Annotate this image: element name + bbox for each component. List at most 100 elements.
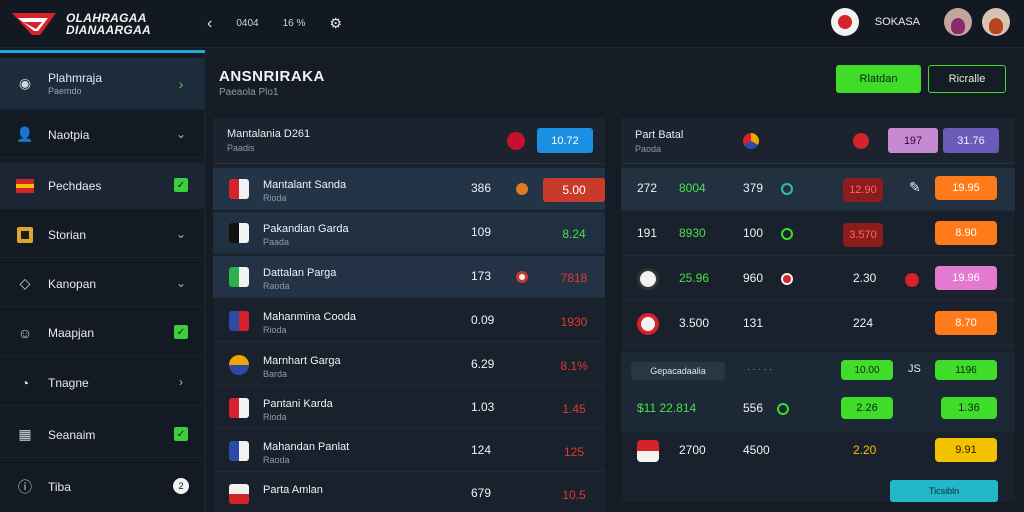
table-row[interactable]: Gepacadaalia · · · · · 10.00 JS 1196 [621, 352, 1015, 395]
table-row[interactable]: Mantalant Sanda Rioda 386 5.00 [213, 168, 605, 210]
team-crest-icon [229, 223, 249, 243]
diamond-icon: ◇ [19, 275, 31, 291]
odds-button[interactable]: 10.5 [562, 488, 586, 502]
table-row[interactable]: Pantani Karda Rioda 1.03 1.45 [213, 387, 605, 429]
back-icon[interactable]: ‹ [207, 14, 213, 32]
panel-title: Mantalania D261 [227, 128, 311, 140]
category-pill[interactable]: Gepacadaalia [631, 362, 725, 380]
avatar-secondary[interactable] [982, 8, 1010, 36]
primary-button[interactable]: Rlatdan [836, 65, 921, 93]
odds-button[interactable]: 8.1% [560, 359, 588, 373]
sidebar-item-label: Storian [48, 227, 87, 242]
panel-odds-badge[interactable]: 10.72 [537, 128, 593, 153]
table-row[interactable]: 191 8930 100 3.570 8.90 [621, 213, 1015, 256]
sidebar-item-naotpia[interactable]: 👤 Naotpia ⌄ [0, 112, 205, 158]
panel-header: Part Batal Paoda 197 31.76 [621, 118, 1015, 164]
logo[interactable]: OLAHRAGAA DIANAARGAA [0, 0, 205, 48]
avatar[interactable] [944, 8, 972, 36]
sidebar-item-tiba[interactable]: ⓘ Tiba 2 [0, 464, 205, 510]
table-row[interactable]: Dattalan Parga Raoda 173 7818 [213, 256, 605, 298]
top-bar: OLAHRAGAA DIANAARGAA ‹ 0404 16 % ⚙ SOKAS… [0, 0, 1024, 48]
team-crest-icon [229, 311, 249, 331]
table-row[interactable]: Parta Amlan 679 10.5 [213, 473, 605, 512]
sidebar-item-label: Plahmraja [48, 71, 103, 85]
table-row[interactable]: Pakandian Garda Paada 109 8.24 [213, 212, 605, 254]
table-row[interactable]: 25.96 960 2.30 19.96 [621, 258, 1015, 301]
sidebar-item-kanopan[interactable]: ◇ Kanopan ⌄ [0, 261, 205, 307]
cell-d[interactable]: 12.90 [843, 178, 883, 202]
edit-icon[interactable]: ✎ [909, 179, 921, 195]
odds-button[interactable]: 8.70 [935, 311, 997, 335]
panel-subtitle: Paoda [635, 144, 662, 154]
odds-pill[interactable]: 2.26 [841, 397, 893, 419]
table-row[interactable]: Mahandan Panlat Raoda 124 125 [213, 430, 605, 472]
status-dot-icon [781, 183, 793, 195]
gear-icon[interactable]: ⚙ [329, 15, 342, 31]
team-sub: Raoda [263, 455, 290, 465]
row-value: 0.09 [471, 313, 495, 327]
row-value: 386 [471, 181, 492, 195]
team-name: Parta Amlan [263, 484, 323, 496]
count-badge: 2 [173, 478, 189, 494]
sidebar-item-seanaim[interactable]: ▦ Seanaim ✓ [0, 412, 205, 458]
check-icon[interactable]: ✓ [173, 177, 189, 193]
row-value: 124 [471, 443, 492, 457]
odds-pill[interactable]: 1.36 [941, 397, 997, 419]
team-crest-icon [229, 179, 249, 199]
check-icon[interactable]: ✓ [173, 426, 189, 442]
odds-button[interactable]: 19.96 [935, 266, 997, 290]
row-value: 679 [471, 486, 492, 500]
table-row[interactable]: Marnhart Garga Barda 6.29 8.1% [213, 344, 605, 386]
page-subtitle: Paeaola Plo1 [219, 87, 279, 98]
odds-button[interactable]: 19.95 [935, 176, 997, 200]
team-name: Marnhart Garga [263, 355, 341, 367]
table-row[interactable]: Mahanmina Cooda Rioda 0.09 1930 [213, 300, 605, 342]
table-row[interactable]: 2700 4500 2.20 9.91 [621, 430, 1015, 473]
sidebar-item-storian[interactable]: Storian ⌄ [0, 212, 205, 258]
secondary-button[interactable]: Ricralle [928, 65, 1006, 93]
club-badge-icon[interactable] [830, 8, 859, 36]
odds-button[interactable]: 8.90 [935, 221, 997, 245]
sidebar-item-label: Seanaim [48, 427, 96, 442]
odds-button[interactable]: 8.24 [562, 227, 586, 241]
sidebar-item-plahmraja[interactable]: ◉ Plahmraja Paemdo › [0, 58, 205, 110]
odds-button[interactable]: 7818 [560, 271, 588, 285]
cell-d: 2.20 [853, 443, 877, 457]
odds-badge-b[interactable]: 31.76 [943, 128, 999, 153]
cell-d: 2.30 [853, 271, 877, 285]
odds-button[interactable]: 9.91 [935, 438, 997, 462]
chevron-right-icon: › [178, 76, 184, 92]
top-nav-item-1[interactable]: 0404 [236, 18, 259, 29]
odds-pill[interactable]: 1196 [935, 360, 997, 380]
cell-b: 8930 [679, 226, 706, 240]
sidebar-item-label: Tiba [48, 480, 71, 494]
odds-button[interactable]: 5.00 [543, 178, 605, 202]
odds-badge-a[interactable]: 197 [888, 128, 938, 153]
table-row[interactable]: 3.500 131 224 8.70 [621, 303, 1015, 346]
sidebar-item-pechdaes[interactable]: Pechdaes ✓ [0, 163, 205, 209]
sidebar-item-label: Pechdaes [48, 178, 102, 193]
team-crest-icon [743, 133, 759, 149]
check-icon[interactable]: ✓ [173, 324, 189, 340]
odds-pill[interactable]: 10.00 [841, 360, 893, 380]
top-nav-item-2[interactable]: 16 % [282, 18, 306, 29]
row-value: 1.03 [471, 400, 495, 414]
info-icon: ⓘ [18, 479, 32, 495]
odds-button[interactable]: 125 [563, 445, 585, 459]
sidebar-item-label: Naotpia [48, 127, 90, 142]
sidebar-item-label: Kanopan [48, 276, 97, 291]
sidebar-item-tnagne[interactable]: ◔ Tnagne › [0, 360, 205, 406]
odds-panel: Part Batal Paoda 197 31.76 272 8004 379 … [621, 118, 1015, 502]
table-row[interactable]: 272 8004 379 12.90 ✎ 19.95 [621, 168, 1015, 211]
cell-c: 100 [743, 226, 764, 240]
odds-button[interactable]: 1930 [560, 315, 588, 329]
user-icon: 👤 [16, 126, 34, 142]
sidebar-item-maapjan[interactable]: ☺ Maapjan ✓ [0, 310, 205, 356]
cell-c: 379 [743, 181, 764, 195]
cell-d[interactable]: 3.570 [843, 223, 883, 247]
footer-button[interactable]: Ticsibln [890, 480, 998, 502]
table-row[interactable]: $11 22.814 556 2.26 1.36 [621, 388, 1015, 431]
user-name: SOKASA [874, 16, 920, 28]
team-sub: Rioda [263, 193, 287, 203]
odds-button[interactable]: 1.45 [562, 402, 586, 416]
